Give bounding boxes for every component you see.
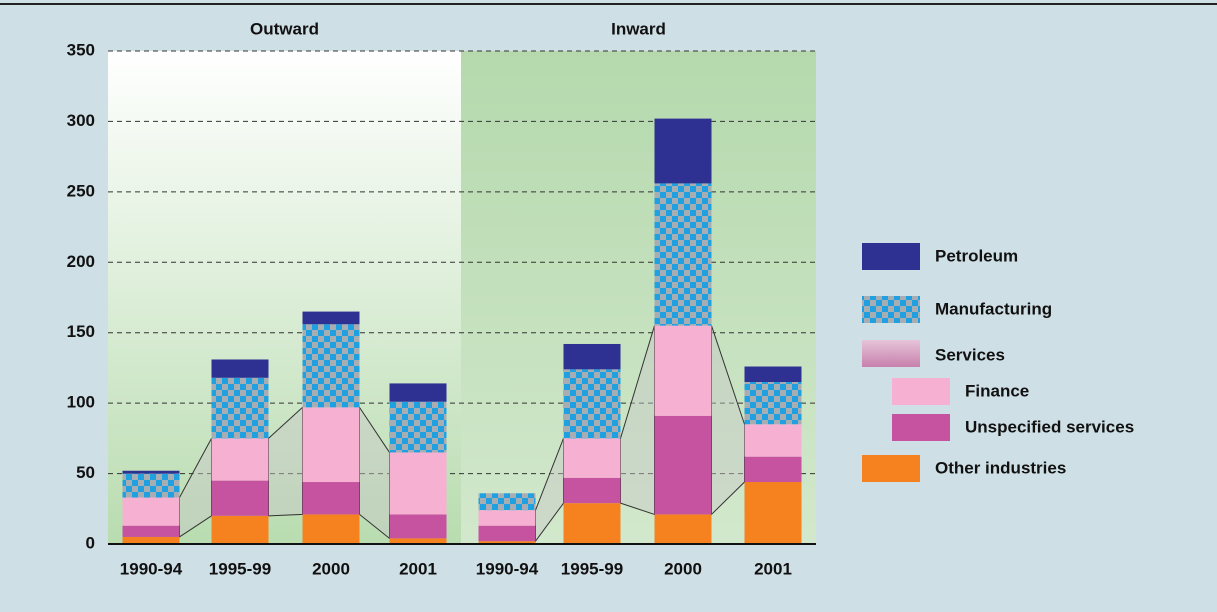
legend-swatch: [862, 296, 920, 323]
y-tick-label: 300: [67, 111, 95, 130]
bar-segment: [211, 480, 269, 516]
y-tick-label: 50: [76, 463, 95, 482]
bar-segment: [389, 538, 447, 544]
x-tick-label: 1990-94: [476, 559, 539, 578]
y-tick-label: 150: [67, 322, 95, 341]
bar-segment: [302, 311, 360, 325]
bar-segment: [744, 424, 802, 457]
bar-segment: [744, 482, 802, 544]
bar-segment: [211, 438, 269, 481]
legend-swatch: [862, 340, 920, 367]
bar-segment: [122, 536, 180, 544]
bar-segment: [302, 514, 360, 544]
bar-segment: [744, 382, 802, 425]
legend-swatch: [862, 455, 920, 482]
bar-segment: [302, 407, 360, 483]
group-title: Inward: [611, 19, 666, 38]
bar-segment: [122, 470, 180, 474]
bar-segment: [389, 383, 447, 402]
bar-segment: [654, 325, 712, 416]
bar-segment: [122, 473, 180, 498]
x-tick-label: 2000: [664, 559, 702, 578]
bar-segment: [302, 324, 360, 408]
bar-segment: [478, 493, 536, 511]
legend-swatch: [892, 378, 950, 405]
bar-segment: [563, 503, 621, 544]
x-tick-label: 2000: [312, 559, 350, 578]
x-tick-label: 1995-99: [561, 559, 623, 578]
bar-segment: [654, 415, 712, 515]
x-tick-label: 2001: [399, 559, 437, 578]
bar-segment: [122, 525, 180, 537]
bar-segment: [654, 183, 712, 326]
legend-swatch: [862, 243, 920, 270]
x-tick-label: 1995-99: [209, 559, 271, 578]
y-tick-label: 250: [67, 181, 95, 200]
legend-label: Petroleum: [935, 246, 1018, 265]
group-title: Outward: [250, 19, 319, 38]
y-tick-label: 350: [67, 40, 95, 59]
bar-segment: [563, 438, 621, 478]
bar-segment: [478, 525, 536, 542]
y-tick-label: 0: [86, 533, 95, 552]
bar-segment: [122, 497, 180, 526]
legend-label: Manufacturing: [935, 299, 1052, 318]
bar-segment: [563, 369, 621, 439]
y-tick-label: 100: [67, 393, 95, 412]
bar-segment: [478, 541, 536, 544]
bar-segment: [302, 482, 360, 515]
legend-heading: Services: [935, 345, 1005, 364]
bar-segment: [389, 514, 447, 539]
bar-segment: [654, 118, 712, 184]
legend-label: Other industries: [935, 458, 1066, 477]
y-tick-label: 200: [67, 252, 95, 271]
bar-segment: [563, 477, 621, 504]
x-tick-label: 1990-94: [120, 559, 183, 578]
bar-segment: [744, 366, 802, 383]
bar-segment: [211, 359, 269, 378]
legend-label: Unspecified services: [965, 417, 1134, 436]
legend-label: Finance: [965, 381, 1029, 400]
bar-segment: [744, 456, 802, 483]
x-tick-label: 2001: [754, 559, 792, 578]
bar-segment: [478, 510, 536, 526]
bar-segment: [563, 343, 621, 370]
bar-segment: [389, 401, 447, 453]
legend-swatch: [892, 414, 950, 441]
bar-segment: [389, 452, 447, 515]
bar-segment: [211, 377, 269, 439]
bar-segment: [654, 514, 712, 544]
plot: Outward Inward 0 50 100 150 200 250 300 350 1990-9…: [67, 19, 1135, 578]
bar-segment: [211, 515, 269, 544]
